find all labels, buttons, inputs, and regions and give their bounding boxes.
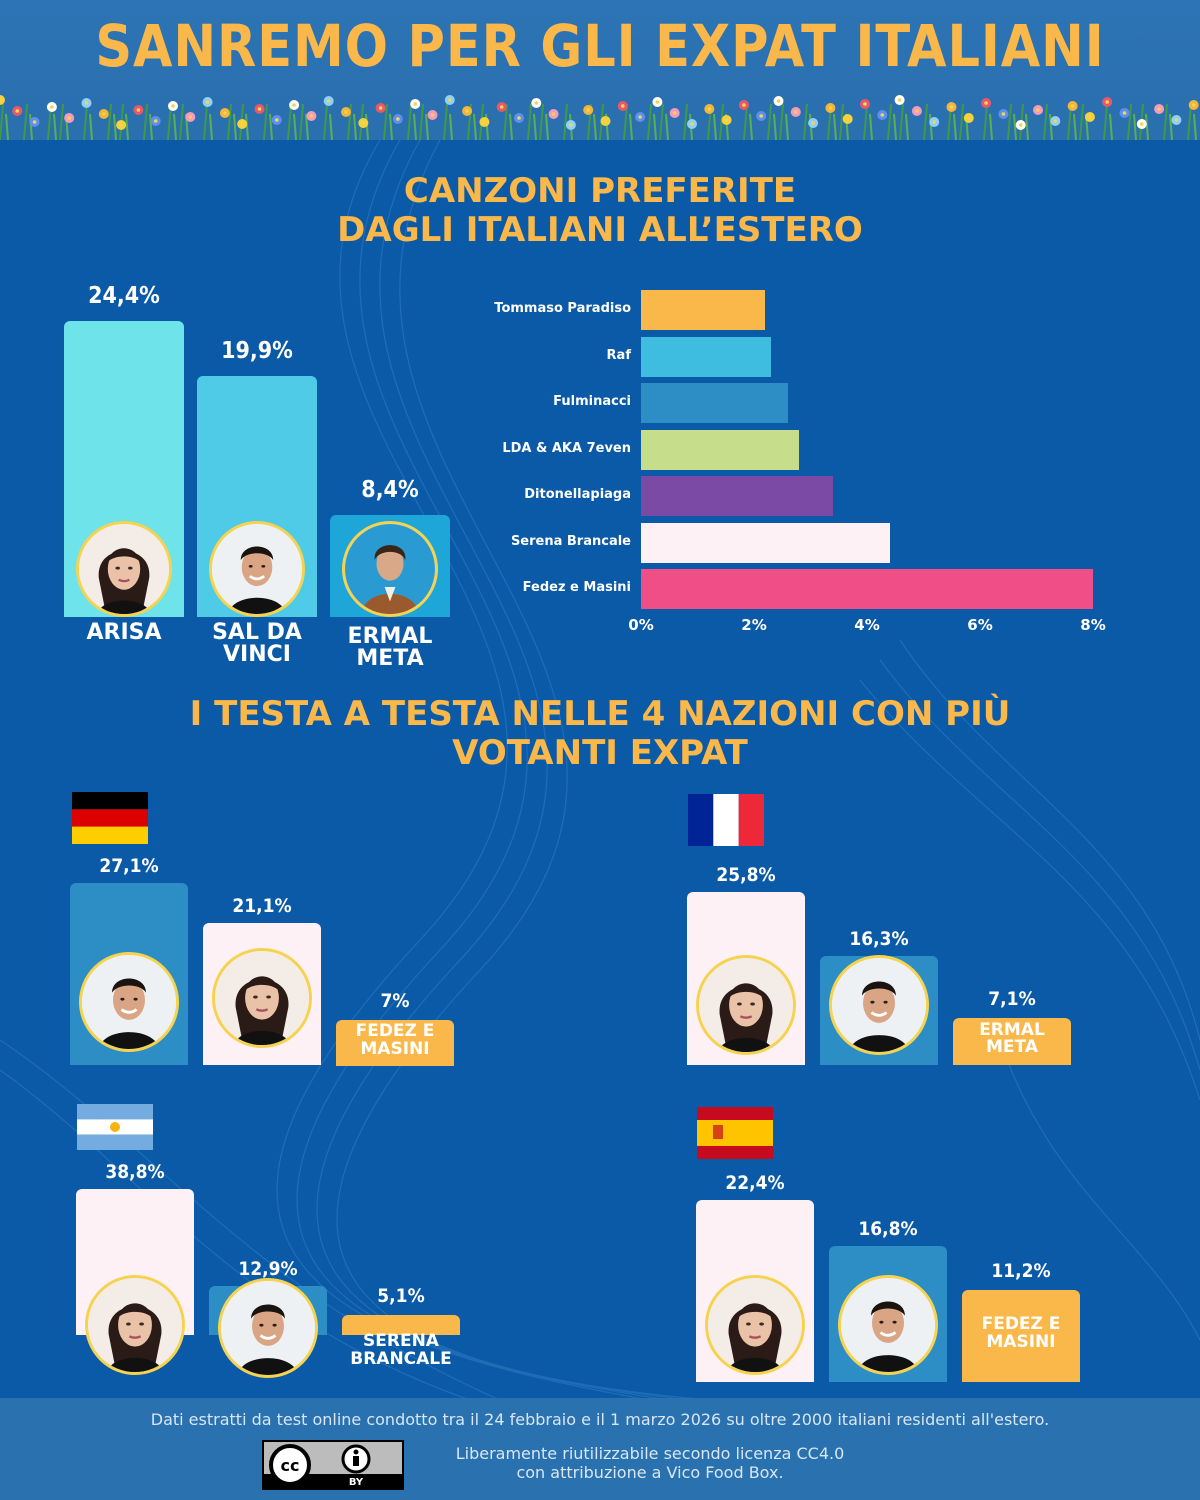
hbar-tommaso-paradiso: [641, 290, 766, 330]
value-label: 8,4%: [361, 477, 419, 503]
sal-avatar: [209, 521, 305, 617]
category-label-line: VINCI: [223, 642, 291, 667]
arisa-avatar: [705, 1275, 805, 1375]
value-label: 24,4%: [88, 283, 160, 309]
hbar-serena-brancale: [641, 522, 890, 563]
third-place-label: FEDEZ E MASINI: [962, 1314, 1080, 1352]
cc-by-license-icon: cc BY: [262, 1440, 404, 1490]
category-label: ARISA: [54, 622, 194, 644]
third-place-label: ERMAL META: [953, 1019, 1071, 1058]
value-label: 16,8%: [858, 1217, 918, 1240]
flower-border-decoration: [0, 95, 1199, 140]
third-place-label: FEDEZ E MASINI: [336, 1021, 454, 1059]
hbar-fulminacci: [641, 383, 788, 423]
argentina-flag-icon: [77, 1104, 153, 1150]
header-banner: SANREMO PER GLI EXPAT ITALIANI: [0, 0, 1200, 140]
arisa-avatar: [696, 955, 796, 1055]
x-tick-label: 4%: [854, 616, 880, 634]
value-label: 25,8%: [716, 864, 776, 886]
category-label: ERMAL META: [320, 626, 460, 670]
third-place-bar: [953, 1018, 1071, 1065]
arisa-avatar: [212, 948, 312, 1048]
value-label: 11,2%: [991, 1260, 1051, 1282]
germany-flag-icon: [72, 792, 148, 844]
ermal-avatar: [342, 521, 438, 617]
value-label: 19,9%: [221, 337, 293, 364]
section-title-line: DAGLI ITALIANI ALL’ESTERO: [337, 210, 863, 251]
hbar-category-label: Serena Brancale: [510, 533, 631, 549]
section-title-favorite-songs: CANZONI PREFERITE DAGLI ITALIANI ALL’EST…: [0, 171, 1200, 251]
third-place-label-line: BRANCALE: [350, 1348, 452, 1369]
section-title-line: CANZONI PREFERITE: [403, 171, 797, 211]
arisa-avatar: [85, 1275, 185, 1375]
third-place-label-line: META: [986, 1037, 1038, 1058]
svg-text:cc: cc: [281, 1456, 300, 1475]
license-text: Liberamente riutilizzabile secondo licen…: [410, 1444, 890, 1482]
value-label: 22,4%: [725, 1172, 785, 1194]
third-place-bar: [342, 1315, 460, 1335]
hbar-lda-aka-7even: [641, 429, 800, 470]
value-label: 21,1%: [232, 895, 292, 918]
value-label: 16,3%: [849, 927, 909, 950]
hbar-fedez-e-masini: [641, 569, 1093, 609]
value-label: 12,9%: [238, 1258, 298, 1281]
value-label: 7%: [380, 990, 410, 1012]
arisa-avatar: [76, 521, 172, 617]
value-label: 5,1%: [377, 1285, 425, 1307]
x-tick-label: 6%: [967, 616, 993, 634]
hbar-category-label: Raf: [606, 347, 631, 363]
third-place-label-line: FEDEZ E: [355, 1021, 435, 1041]
license-line: con attribuzione a Vico Food Box.: [516, 1463, 784, 1483]
category-label-line: ERMAL: [347, 624, 433, 649]
third-place-label-line: MASINI: [360, 1038, 430, 1059]
category-label-line: META: [356, 646, 424, 671]
license-line: Liberamente riutilizzabile secondo licen…: [455, 1444, 845, 1463]
third-place-label-line: FEDEZ E: [981, 1314, 1061, 1334]
footer: Dati estratti da test online condotto tr…: [0, 1398, 1200, 1500]
section-title-line: VOTANTI EXPAT: [452, 733, 748, 774]
hbar-category-label: Fedez e Masini: [522, 580, 631, 595]
spain-flag-icon: [697, 1107, 773, 1159]
value-label: 27,1%: [99, 855, 159, 877]
category-label-line: ARISA: [86, 620, 162, 645]
category-label: SAL DA VINCI: [187, 622, 327, 666]
third-place-bar: [962, 1290, 1080, 1382]
hbar-category-label: Ditonellapiaga: [524, 487, 631, 502]
section-title-line: I TESTA A TESTA NELLE 4 NAZIONI CON PIÙ: [189, 694, 1011, 734]
page-title: SANREMO PER GLI EXPAT ITALIANI: [95, 12, 1105, 80]
third-place-label-line: SERENA: [363, 1331, 439, 1351]
third-place-bar: [336, 1020, 454, 1066]
hbar-category-label: Tommaso Paradiso: [494, 301, 631, 316]
sal-avatar: [838, 1275, 938, 1375]
footer-note: Dati estratti da test online condotto tr…: [150, 1410, 1050, 1429]
hbar-category-label: Fulminacci: [553, 394, 631, 409]
third-place-label-line: MASINI: [986, 1331, 1056, 1352]
hbar-raf: [641, 336, 771, 377]
value-label: 7,1%: [988, 988, 1036, 1010]
hbar-ditonellapiaga: [641, 476, 834, 516]
france-flag-icon: [688, 794, 764, 846]
value-label: 38,8%: [105, 1161, 165, 1183]
svg-text:BY: BY: [349, 1477, 364, 1488]
third-place-label-line: ERMAL: [979, 1019, 1045, 1040]
section-title-head-to-head: I TESTA A TESTA NELLE 4 NAZIONI CON PIÙ …: [0, 694, 1200, 774]
x-tick-label: 2%: [741, 616, 767, 634]
hbar-category-label: LDA & AKA 7even: [502, 440, 631, 456]
sal-avatar: [79, 952, 179, 1052]
x-tick-label: 8%: [1080, 616, 1106, 634]
sal-avatar: [829, 955, 929, 1055]
category-label-line: SAL DA: [212, 620, 302, 645]
sal-avatar: [218, 1278, 318, 1378]
x-tick-label: 0%: [628, 616, 654, 634]
third-place-label: SERENA BRANCALE: [342, 1331, 460, 1369]
